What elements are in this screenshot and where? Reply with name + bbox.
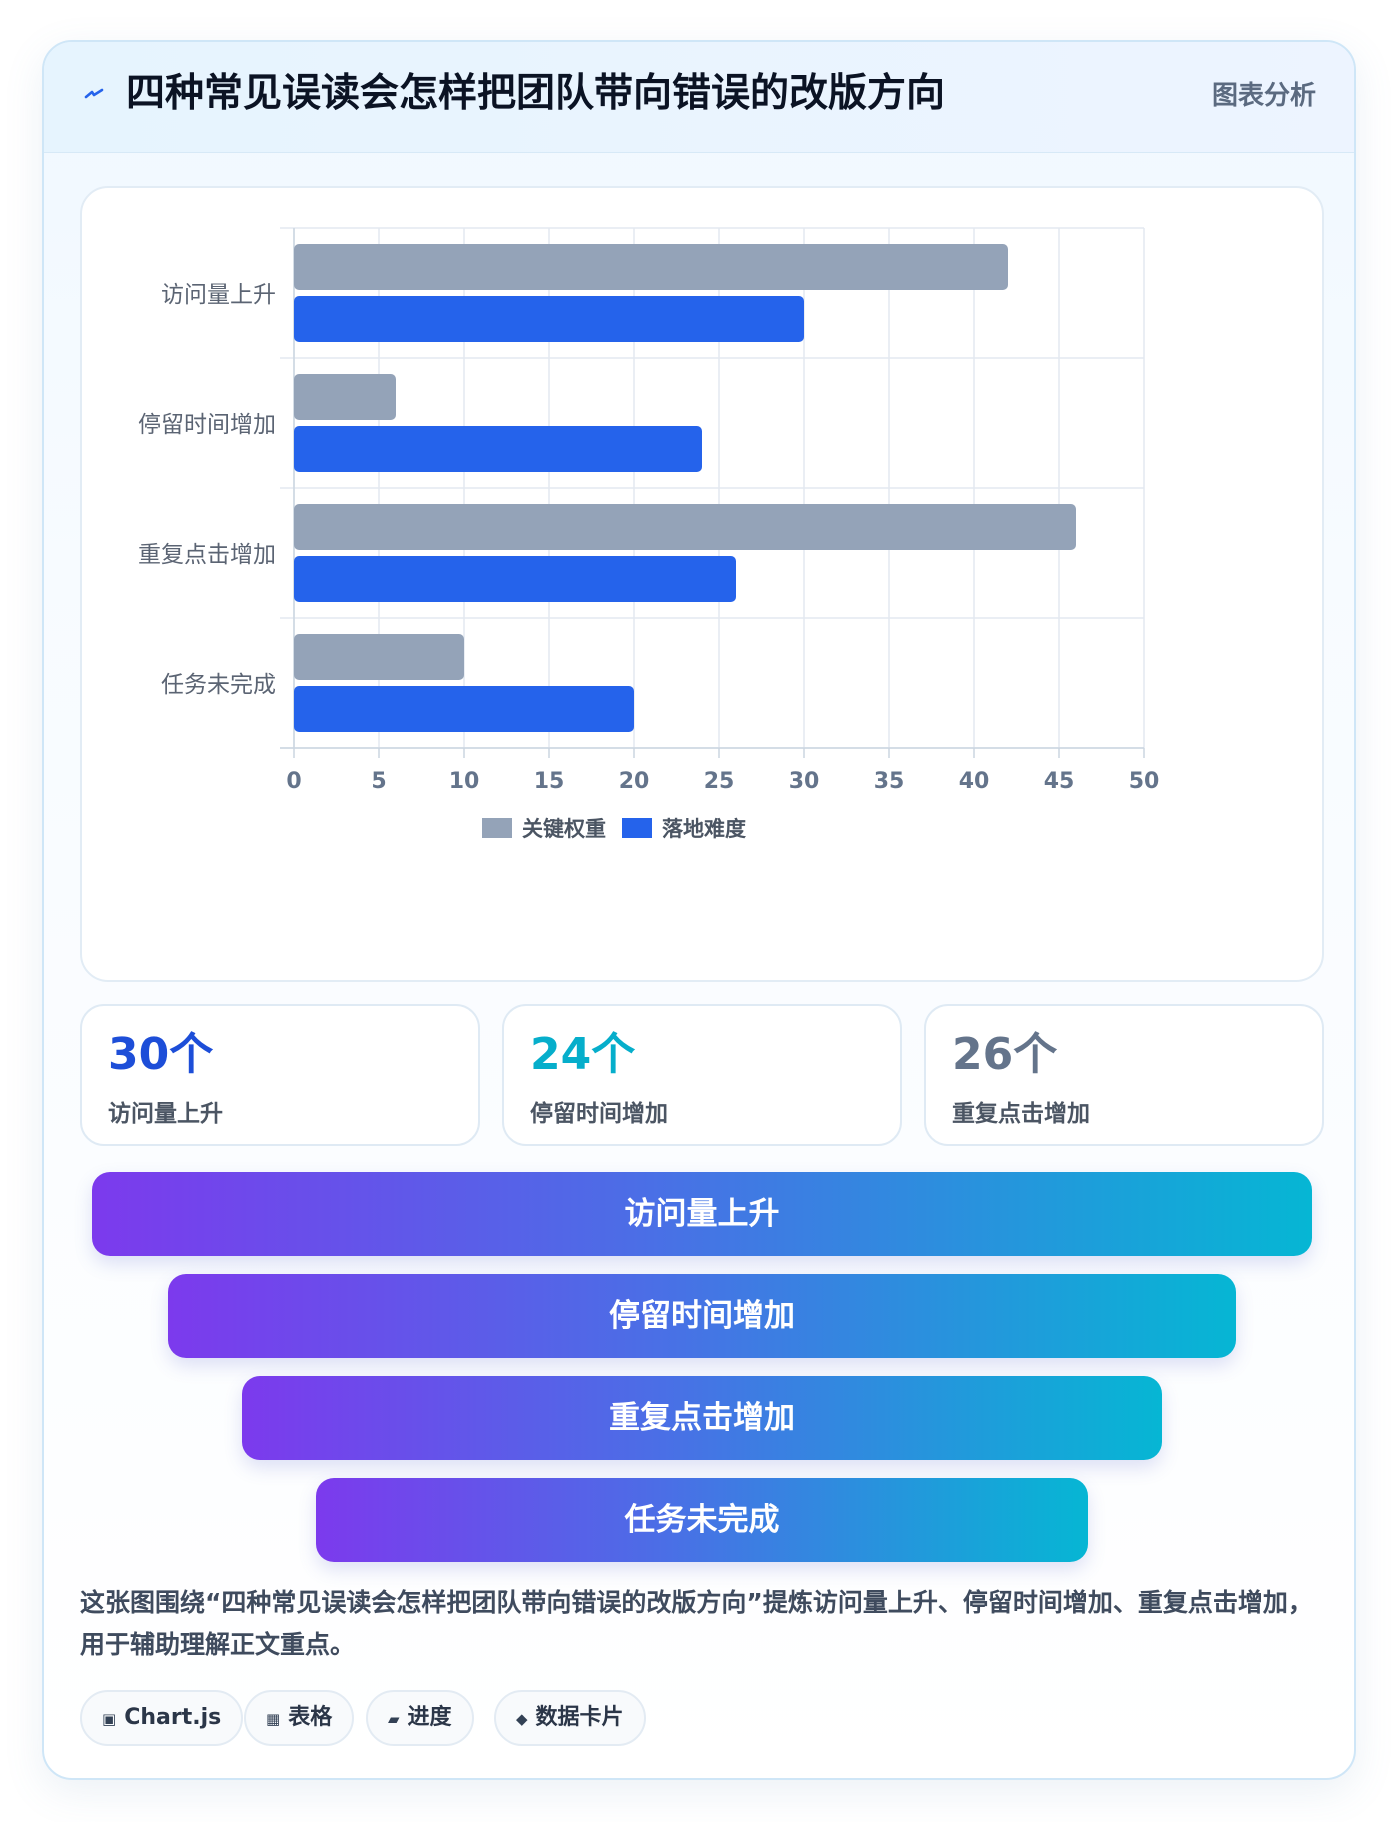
x-tick-label: 10 bbox=[449, 769, 480, 794]
bar-1-4 bbox=[294, 634, 464, 680]
x-tick-label: 30 bbox=[789, 769, 820, 794]
legend-swatch-2 bbox=[622, 818, 652, 838]
lightning-icon bbox=[84, 88, 104, 99]
y-tick-label: 任务未完成 bbox=[161, 672, 276, 698]
bar-2-4 bbox=[294, 686, 634, 732]
stat-label: 重复点击增加 bbox=[952, 1101, 1090, 1127]
x-tick-label: 40 bbox=[959, 769, 990, 794]
funnel-step-2: 停留时间增加 bbox=[168, 1274, 1236, 1358]
funnel-step-3: 重复点击增加 bbox=[242, 1376, 1162, 1460]
x-tick-label: 45 bbox=[1044, 769, 1075, 794]
page-title: 四种常见误读会怎样把团队带向错误的改版方向 bbox=[126, 71, 946, 116]
x-tick-label: 35 bbox=[874, 769, 905, 794]
chart-card: 四种常见误读会怎样把团队带向错误的改版方向 图表分析 访问量上升 停留时间增加 重复… bbox=[42, 40, 1356, 1780]
chart-description: 这张图围绕“四种常见误读会怎样把团队带向错误的改版方向”提炼访问量上升、停留时间… bbox=[80, 1588, 1313, 1659]
stat-label: 访问量上升 bbox=[108, 1101, 223, 1127]
stat-card-3: 26个 重复点击增加 bbox=[924, 1004, 1324, 1146]
y-tick-label: 访问量上升 bbox=[161, 282, 276, 308]
stat-label: 停留时间增加 bbox=[530, 1101, 668, 1127]
bar-2-1 bbox=[294, 296, 804, 342]
x-tick-label: 0 bbox=[286, 769, 301, 794]
y-tick-label: 停留时间增加 bbox=[138, 412, 276, 438]
card-header: 四种常见误读会怎样把团队带向错误的改版方向 图表分析 bbox=[44, 42, 1354, 153]
chart-panel: 访问量上升停留时间增加 重复点击增加任务未完成 0 5 10 15 20 25 30 35 40 45… bbox=[80, 186, 1324, 982]
x-tick-label: 25 bbox=[704, 769, 735, 794]
legend-label-1: 关键权重 bbox=[522, 817, 606, 841]
legend-label-2: 落地难度 bbox=[662, 817, 746, 841]
x-tick-label: 5 bbox=[371, 769, 386, 794]
stat-value: 26个 bbox=[952, 1029, 1058, 1080]
progress-icon: ▰ bbox=[388, 1710, 400, 1728]
bar-2-3 bbox=[294, 556, 736, 602]
stat-value: 30个 bbox=[108, 1029, 214, 1080]
chip-label: 表格 bbox=[288, 1705, 333, 1730]
table-icon: ▦ bbox=[266, 1710, 281, 1728]
y-tick-label: 重复点击增加 bbox=[138, 542, 276, 568]
chip-chartjs[interactable]: ▣ Chart.js bbox=[80, 1690, 244, 1746]
chart-analysis-tag: 图表分析 bbox=[1211, 81, 1316, 111]
bar-2-2 bbox=[294, 426, 702, 472]
data-card-icon: ◆ bbox=[516, 1710, 528, 1728]
x-tick-label: 20 bbox=[619, 769, 650, 794]
chip-label: 进度 bbox=[407, 1705, 452, 1730]
bar-1-3 bbox=[294, 504, 1076, 550]
stat-card-2: 24个 停留时间增加 bbox=[502, 1004, 902, 1146]
chip-label: Chart.js bbox=[124, 1705, 222, 1730]
funnel-step-1: 访问量上升 bbox=[92, 1172, 1312, 1256]
chip-label: 数据卡片 bbox=[535, 1705, 624, 1730]
x-tick-label: 50 bbox=[1129, 769, 1160, 794]
x-tick-label: 15 bbox=[534, 769, 565, 794]
chip-data-card[interactable]: ◆ 数据卡片 bbox=[494, 1690, 646, 1746]
chart-icon: ▣ bbox=[102, 1710, 117, 1728]
chip-progress[interactable]: ▰ 进度 bbox=[366, 1690, 474, 1746]
stat-card-1: 30个 访问量上升 bbox=[80, 1004, 480, 1146]
stat-value: 24个 bbox=[530, 1029, 636, 1080]
bar-1-1 bbox=[294, 244, 1008, 290]
chip-table[interactable]: ▦ 表格 bbox=[244, 1690, 355, 1746]
bar-1-2 bbox=[294, 374, 396, 420]
funnel-step-4: 任务未完成 bbox=[316, 1478, 1088, 1562]
legend-swatch-1 bbox=[482, 818, 512, 838]
